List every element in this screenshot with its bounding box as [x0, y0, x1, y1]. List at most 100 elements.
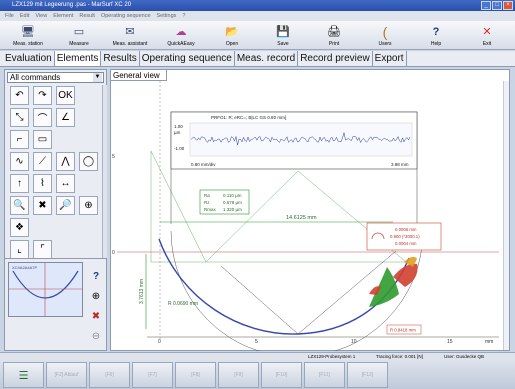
- menu-element[interactable]: Element: [53, 13, 74, 19]
- undo-icon[interactable]: ↶: [10, 86, 29, 105]
- measure-box-icon[interactable]: ⌜: [33, 240, 52, 259]
- meas-assistant-button[interactable]: ✉ Meas. assistant: [108, 21, 152, 50]
- command-panel-scrollbar[interactable]: [102, 85, 107, 317]
- deviation-red: [393, 263, 418, 287]
- help-icon[interactable]: ?: [92, 270, 100, 282]
- tab-meas-record[interactable]: Meas. record: [235, 51, 299, 66]
- zoom-out-icon[interactable]: 🔎: [56, 196, 75, 215]
- delete-icon[interactable]: ✖: [91, 310, 101, 322]
- fkey-f12-button[interactable]: [F12]: [347, 362, 388, 388]
- tab-evaluation[interactable]: Evaluation: [3, 51, 55, 66]
- radius-box: [366, 222, 442, 251]
- close-button[interactable]: ×: [503, 1, 513, 10]
- profile-canvas[interactable]: 14.6125 mm 3.7613 mm R 0.0690 mm Ra 0.11…: [111, 81, 503, 351]
- x-axis-unit: mm: [485, 339, 493, 345]
- save-button[interactable]: 💾 Save: [261, 21, 305, 50]
- ok-icon[interactable]: OK: [56, 86, 75, 105]
- fkey-f2-button[interactable]: [F2] Ablauf: [46, 362, 87, 388]
- trace-icon[interactable]: ∿: [10, 152, 29, 171]
- stack-icon: ☰: [18, 369, 29, 382]
- measure-line-icon[interactable]: ⌞: [10, 240, 29, 259]
- status-user: User: Gusdecke QB: [444, 354, 485, 359]
- redo-icon[interactable]: ↷: [33, 86, 52, 105]
- fkey-f7-button[interactable]: [F7]: [132, 362, 173, 388]
- menu-result[interactable]: Result: [79, 13, 95, 19]
- deviation-red-2: [369, 286, 381, 295]
- x-tick-10: 10: [351, 339, 357, 345]
- menu-settings[interactable]: Settings: [156, 13, 177, 19]
- contour-icon[interactable]: ⌇: [33, 174, 52, 193]
- minimize-button[interactable]: _: [481, 1, 491, 10]
- arrow-up-icon[interactable]: ↑: [10, 174, 29, 193]
- blank-7: [56, 218, 75, 237]
- blank-1: [79, 86, 98, 105]
- exit-button[interactable]: ✕ Exit: [465, 21, 509, 50]
- measure-button[interactable]: ▭ Measure: [57, 21, 101, 50]
- blank-3: [56, 130, 75, 149]
- distance-icon[interactable]: ↔: [56, 174, 75, 193]
- commands-select[interactable]: All commands ▼: [7, 72, 104, 83]
- y-tick-0: 0: [112, 250, 115, 256]
- tab-record-preview[interactable]: Record preview: [298, 51, 373, 66]
- tab-general-view[interactable]: General view: [111, 70, 167, 81]
- palette-icon[interactable]: ❖: [10, 218, 29, 237]
- blank-8: [79, 218, 98, 237]
- users-button[interactable]: ( Users: [363, 21, 407, 50]
- circle-fit-icon[interactable]: ◯: [79, 152, 98, 171]
- fkey-f8-button[interactable]: [F8]: [175, 362, 216, 388]
- maximize-button[interactable]: □: [492, 1, 502, 10]
- tab-results[interactable]: Results: [101, 51, 140, 66]
- fkey-f10-button[interactable]: [F10]: [261, 362, 302, 388]
- step-icon[interactable]: ⌐: [10, 130, 29, 149]
- save-label: Save: [277, 40, 289, 47]
- fkey-f6-button[interactable]: [F6]: [89, 362, 130, 388]
- radius-box-line-1: 0.0006 mm: [395, 227, 417, 232]
- stat-rz-param: Rz: [204, 200, 210, 205]
- menu-help[interactable]: ?: [182, 13, 186, 19]
- blank-9: [56, 240, 75, 259]
- triangle-left: [150, 150, 207, 263]
- help-icon: ?: [432, 25, 440, 38]
- profile-preview[interactable]: XC4A2A4A7P: [8, 262, 83, 317]
- x-tick-0: 0: [158, 339, 161, 345]
- radius-box-line-2: 0.900 (*3000.1): [390, 234, 420, 239]
- angle-icon[interactable]: ∠: [56, 108, 75, 127]
- status-instrument: LZX129-Probesystem 1: [308, 354, 356, 359]
- open-button[interactable]: 📂 Open: [210, 21, 254, 50]
- stat-ra-value: 0.110 µm: [223, 193, 242, 198]
- menu-operating-sequence[interactable]: Operating sequence: [100, 13, 151, 19]
- print-button[interactable]: 🖨 Print: [312, 21, 356, 50]
- view-scrollbar[interactable]: [503, 81, 509, 350]
- meas-station-button[interactable]: 🖥 Meas. station: [6, 21, 50, 50]
- toolbar: 🖥 Meas. station ▭ Measure ✉ Meas. assist…: [0, 21, 515, 50]
- fkey-main-button[interactable]: ☰: [3, 362, 44, 388]
- zoom-fit-icon[interactable]: ⊕: [79, 196, 98, 215]
- fkey-f11-button[interactable]: [F11]: [304, 362, 345, 388]
- blank-6: [33, 218, 52, 237]
- stat-rmax-param: Rmax: [204, 207, 217, 212]
- line-select-icon[interactable]: ⤡: [10, 108, 29, 127]
- fkey-f9-button[interactable]: [F9]: [218, 362, 259, 388]
- preview-label: XC4A2A4A7P: [12, 265, 38, 270]
- open-label: Open: [225, 40, 239, 47]
- help-button[interactable]: ? Help: [414, 21, 458, 50]
- tab-export[interactable]: Export: [373, 51, 407, 66]
- slope-icon[interactable]: ⟋: [33, 152, 52, 171]
- peak-icon[interactable]: ⋀: [56, 152, 75, 171]
- menu-file[interactable]: File: [5, 13, 14, 19]
- menu-view[interactable]: View: [35, 13, 48, 19]
- tab-operating-sequence[interactable]: Operating sequence: [140, 51, 235, 66]
- arc-icon[interactable]: ⌒: [33, 108, 52, 127]
- zoom-out-icon[interactable]: ⊖: [91, 330, 101, 342]
- quick-easy-button[interactable]: ☁ QuickAEasy: [159, 21, 203, 50]
- zoom-in-icon[interactable]: ⊕: [91, 290, 101, 302]
- zoom-icon[interactable]: 🔍: [10, 196, 29, 215]
- delete-icon[interactable]: ✖: [33, 196, 52, 215]
- roughness-profile-line: [190, 132, 411, 146]
- menu-bar: File Edit View Element Result Operating …: [0, 11, 515, 21]
- menu-edit[interactable]: Edit: [19, 13, 30, 19]
- tab-elements[interactable]: Elements: [54, 51, 102, 66]
- gap-icon[interactable]: ▭: [33, 130, 52, 149]
- meas-assistant-icon: ✉: [125, 25, 135, 38]
- meas-station-icon: 🖥: [21, 25, 35, 38]
